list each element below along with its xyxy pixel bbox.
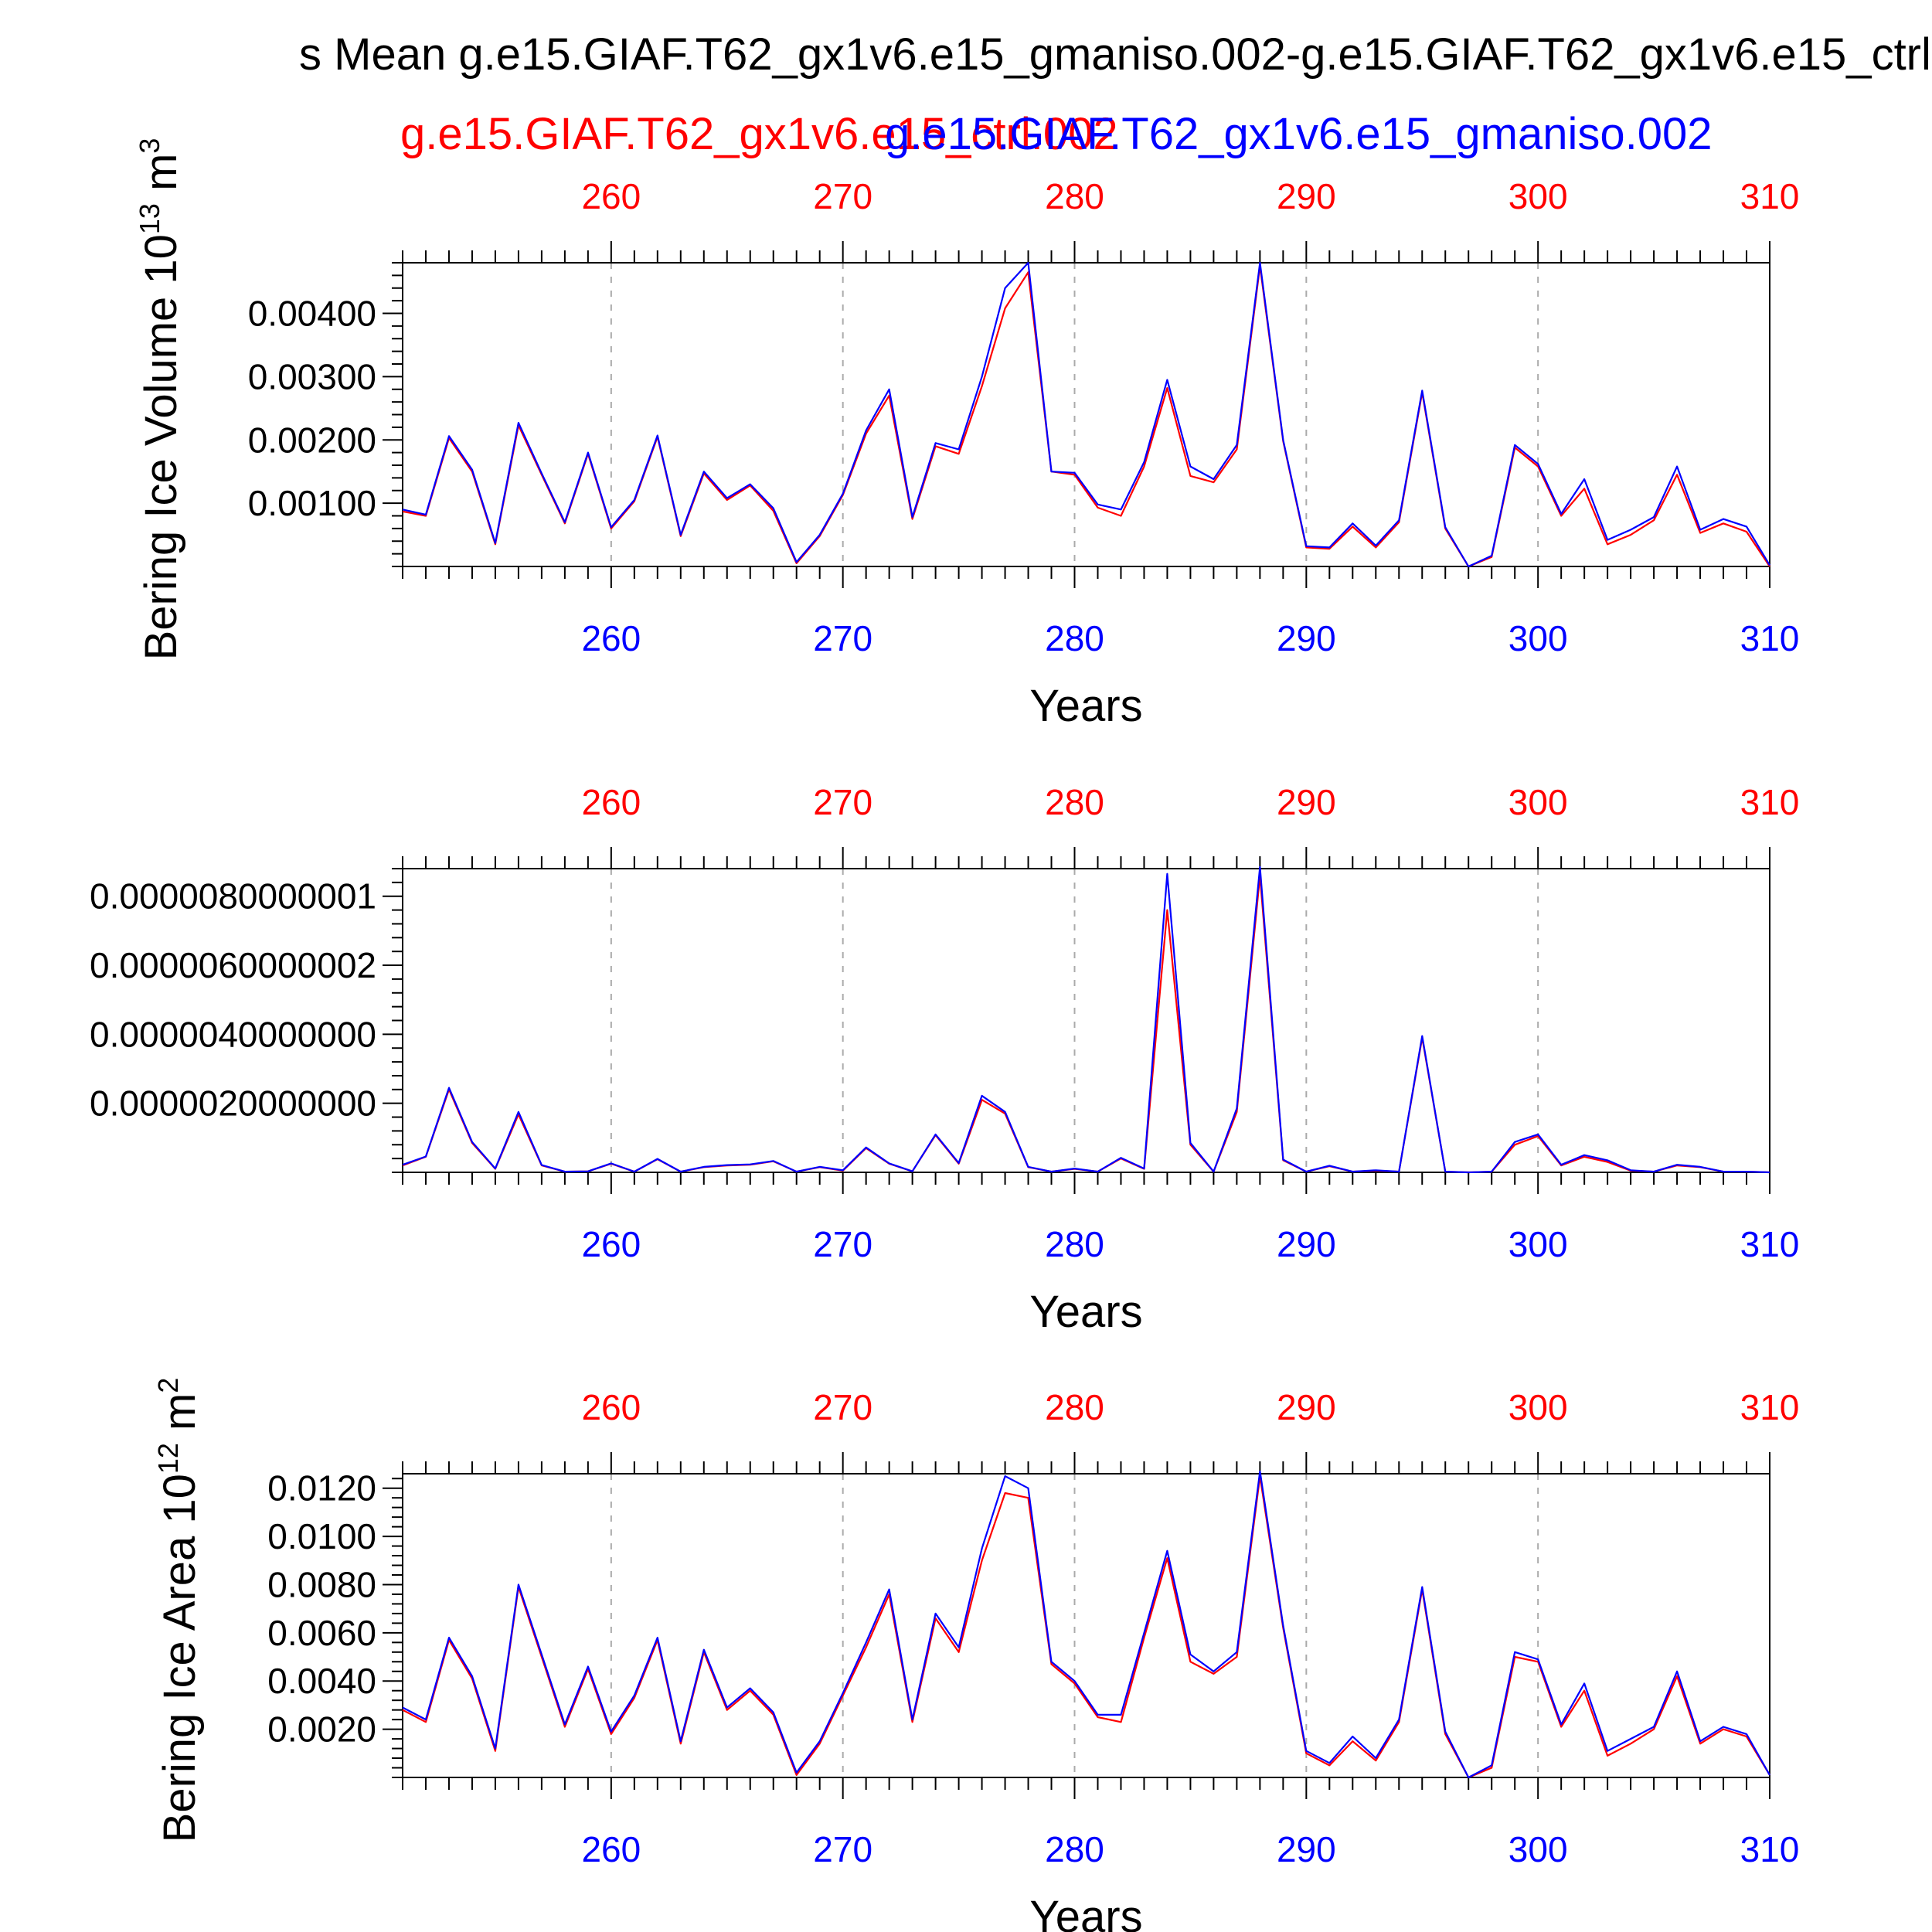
x-tick-label-bottom: 260 [581,1224,641,1264]
series-line-gmaniso [402,1470,1770,1779]
x-tick-label-bottom: 270 [813,1829,872,1869]
x-tick-label-top: 270 [813,782,872,822]
figure-title: s Mean g.e15.GIAF.T62_gx1v6.e15_gmaniso.… [299,29,1932,80]
x-tick-label-bottom: 300 [1509,1829,1568,1869]
series-line-gmaniso [402,261,1770,568]
chart-panel-1: 260 260 270 270 280 280 290 290 300 300 310 310 0.00… [134,138,1799,731]
x-tick-label-top: 260 [581,1387,641,1427]
x-tick-label-top: 260 [581,782,641,822]
y-tick-label: 0.0000060000002 [90,945,376,985]
x-axis-label: Years [1029,1892,1142,1932]
y-tick-label: 0.0040 [267,1661,376,1701]
y-axis-label-part: Bering Ice Volume 10 [136,234,186,660]
x-tick-label-top: 300 [1509,1387,1568,1427]
x-tick-label-bottom: 310 [1740,1829,1800,1869]
y-tick-label: 0.00300 [248,356,376,396]
series-line-ctrl [402,265,1770,568]
x-tick-label-bottom: 310 [1740,1224,1800,1264]
x-tick-label-top: 290 [1277,176,1336,216]
x-tick-label-top: 260 [581,176,641,216]
y-tick-label: 0.0000020000000 [90,1083,376,1124]
x-tick-label-bottom: 280 [1045,1224,1104,1264]
chart-panel-3: 260 260 270 270 280 280 290 290 300 300 310 310 0.00… [152,1378,1799,1932]
y-axis-label-superscript: 2 [152,1378,184,1393]
x-tick-label-bottom: 290 [1277,1829,1336,1869]
y-tick-label: 0.0100 [267,1516,376,1556]
x-tick-label-top: 310 [1740,176,1800,216]
y-tick-label: 0.00100 [248,483,376,523]
x-tick-label-top: 290 [1277,1387,1336,1427]
x-tick-label-bottom: 300 [1509,618,1568,658]
plot-frame [402,868,1770,1173]
x-tick-label-top: 280 [1045,782,1104,822]
x-tick-label-bottom: 260 [581,618,641,658]
x-tick-label-bottom: 290 [1277,618,1336,658]
y-axis-label-superscript: 3 [134,138,165,154]
legend: g.e15.GIAF.T62_gx1v6.e15_ctrl.002 g.e15.… [400,109,1713,159]
x-tick-label-top: 310 [1740,782,1800,822]
y-axis-label: Bering Ice Area 1012 m2 [152,1378,205,1843]
x-tick-label-bottom: 270 [813,1224,872,1264]
x-tick-label-top: 300 [1509,782,1568,822]
y-tick-label: 0.00400 [248,294,376,334]
x-tick-label-bottom: 260 [581,1829,641,1869]
y-tick-label: 0.0060 [267,1613,376,1653]
y-axis-label-part: m [155,1393,205,1443]
x-axis-label: Years [1029,1287,1142,1337]
x-tick-label-bottom: 280 [1045,1829,1104,1869]
x-axis-label: Years [1029,681,1142,731]
y-tick-label: 0.0080 [267,1564,376,1604]
x-tick-label-top: 280 [1045,1387,1104,1427]
y-tick-label: 0.0000040000000 [90,1014,376,1054]
series-line-gmaniso [402,866,1770,1174]
plot-frame [402,262,1770,567]
x-tick-label-top: 290 [1277,782,1336,822]
x-tick-label-bottom: 310 [1740,618,1800,658]
x-tick-label-top: 270 [813,176,872,216]
y-tick-label: 0.0000080000001 [90,876,376,917]
y-tick-label: 0.0020 [267,1709,376,1750]
series-line-ctrl [402,874,1770,1174]
x-tick-label-bottom: 300 [1509,1224,1568,1264]
x-tick-label-bottom: 280 [1045,618,1104,658]
y-tick-label: 0.00200 [248,420,376,460]
legend-gmaniso: g.e15.GIAF.T62_gx1v6.e15_gmaniso.002 [885,109,1713,159]
x-tick-label-top: 310 [1740,1387,1800,1427]
y-axis-label-part: m [136,154,186,203]
x-tick-label-top: 270 [813,1387,872,1427]
y-axis-label-part: Bering Ice Area 10 [155,1474,205,1842]
y-tick-label: 0.0120 [267,1468,376,1509]
x-tick-label-bottom: 290 [1277,1224,1336,1264]
y-axis-label-superscript: 13 [134,203,165,234]
plot-frame [402,1473,1770,1778]
chart-panel-2: 260 260 270 270 280 280 290 290 300 300 310 310 0.00… [90,782,1799,1337]
series-line-ctrl [402,1475,1770,1779]
x-tick-label-bottom: 270 [813,618,872,658]
x-tick-label-top: 280 [1045,176,1104,216]
y-axis-label-superscript: 12 [152,1443,184,1474]
y-axis-label: Bering Ice Volume 1013 m3 [134,138,186,661]
legend-ctrl: g.e15.GIAF.T62_gx1v6.e15_ctrl.002 [400,109,1118,159]
x-tick-label-top: 300 [1509,176,1568,216]
